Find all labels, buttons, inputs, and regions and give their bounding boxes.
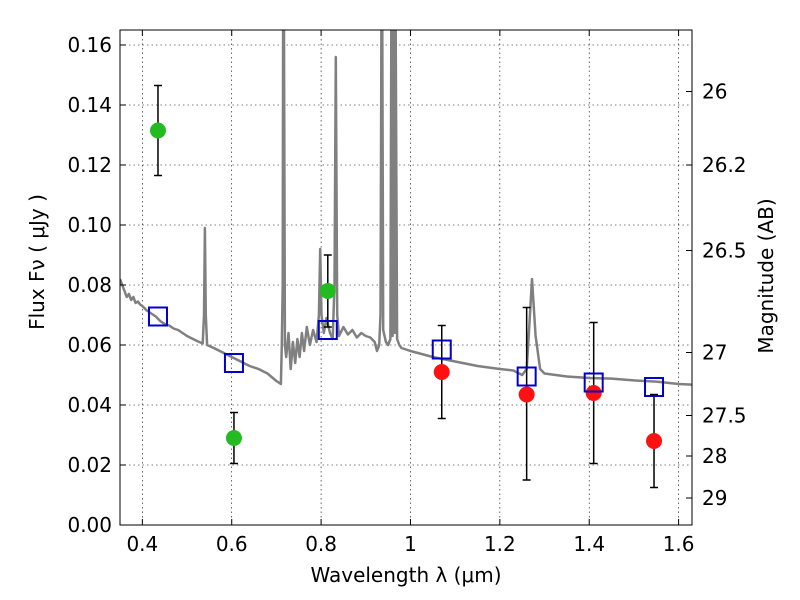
y2-tick-label: 27.5 [702, 404, 747, 428]
x-tick-label: 1 [404, 532, 417, 556]
y-axis-ticks: 0.00 0.02 0.04 0.06 0.08 0.10 0.12 0.14 0.16 [67, 33, 126, 537]
y-tick-label: 0.00 [67, 513, 112, 537]
x-tick-label: 0.8 [305, 532, 337, 556]
model-point [223, 353, 244, 373]
y2-axis-label: Magnitude (AB) [754, 198, 778, 353]
x-tick-label: 1.6 [663, 532, 695, 556]
data-markers [147, 122, 665, 449]
data-point [646, 433, 663, 449]
y2-axis-ticks: 26 26.2 26.5 27 27.5 28 29 [686, 80, 747, 510]
y-tick-label: 0.08 [67, 273, 112, 297]
y-tick-label: 0.10 [67, 213, 112, 237]
model-point [317, 320, 338, 340]
spectrum-line [120, 30, 692, 386]
plot-frame [119, 29, 693, 526]
x-tick-label: 0.4 [126, 532, 158, 556]
data-point [518, 386, 535, 403]
y2-tick-label: 26.5 [702, 239, 747, 263]
plot-area [120, 30, 692, 489]
model-point [431, 339, 452, 360]
data-point [433, 364, 450, 380]
y2-tick-label: 26 [702, 80, 727, 104]
y-tick-label: 0.02 [67, 453, 112, 477]
y-tick-label: 0.14 [67, 93, 112, 117]
model-point [147, 306, 168, 327]
x-tick-label: 0.6 [216, 532, 248, 556]
model-point [644, 377, 665, 397]
model-point [583, 372, 604, 393]
y-tick-label: 0.06 [67, 333, 112, 357]
model-spectrum [120, 30, 692, 386]
y2-tick-label: 29 [702, 486, 727, 510]
x-axis-ticks: 0.4 0.6 0.8 1 1.2 1.4 1.6 [126, 30, 695, 556]
y2-tick-label: 27 [702, 341, 727, 365]
data-point [149, 122, 166, 139]
model-point [516, 366, 537, 387]
x-axis-label: Wavelength λ (μm) [310, 563, 501, 587]
x-tick-label: 1.2 [484, 532, 516, 556]
y-tick-label: 0.04 [67, 393, 112, 417]
grid-lines [120, 30, 692, 526]
data-point [585, 385, 602, 401]
data-point [225, 430, 242, 446]
y-axis-label: Flux Fν ( μJy ) [25, 194, 49, 330]
x-tick-label: 1.4 [573, 532, 605, 556]
y2-tick-label: 28 [702, 444, 727, 468]
data-point [319, 283, 336, 299]
y-tick-label: 0.12 [67, 153, 112, 177]
y2-tick-label: 26.2 [702, 153, 747, 177]
y-tick-label: 0.16 [67, 33, 112, 57]
